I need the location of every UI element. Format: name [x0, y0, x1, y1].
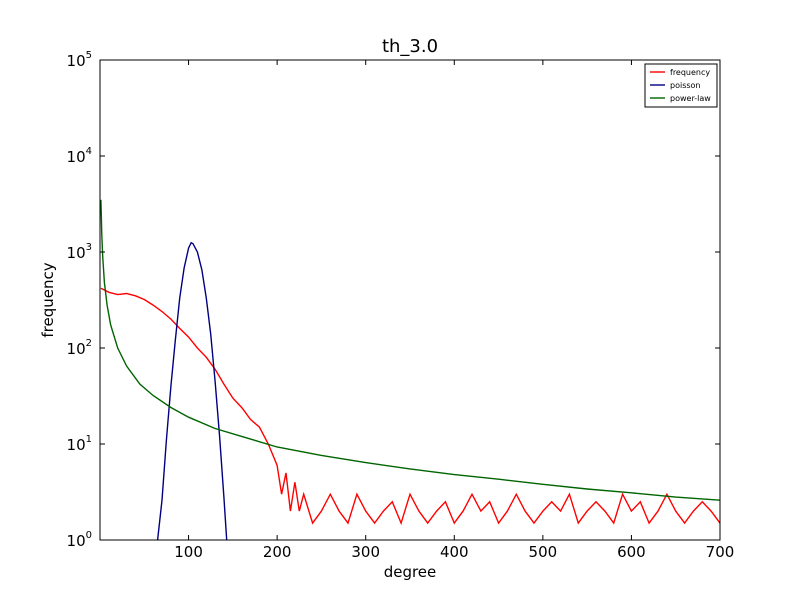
- x-tick-label: 700: [706, 543, 735, 561]
- y-axis-label: frequency: [39, 262, 57, 337]
- y-tick-exponent: 4: [86, 146, 92, 157]
- series-layer: [100, 199, 720, 540]
- y-tick-label: 105: [67, 50, 92, 70]
- chart-title: th_3.0: [382, 36, 438, 57]
- legend-label-frequency: frequency: [670, 68, 710, 77]
- series-line-power-law: [100, 199, 720, 501]
- y-tick-label: 102: [67, 338, 92, 358]
- series-line-frequency: [100, 287, 720, 526]
- y-tick-exponent: 1: [86, 434, 92, 445]
- plot-frame: [99, 59, 721, 541]
- y-tick-base: 10: [67, 148, 86, 166]
- y-tick-exponent: 5: [86, 50, 92, 61]
- y-tick-base: 10: [67, 436, 86, 454]
- y-tick-label: 104: [67, 146, 92, 166]
- y-tick-exponent: 2: [86, 338, 92, 349]
- y-tick-label: 101: [67, 434, 92, 454]
- series-line-poisson: [156, 241, 228, 540]
- y-tick-exponent: 0: [86, 530, 92, 541]
- legend-label-poisson: poisson: [670, 81, 701, 90]
- x-tick-label: 200: [263, 543, 292, 561]
- y-tick-base: 10: [67, 244, 86, 262]
- y-tick-label: 100: [67, 530, 92, 550]
- x-tick-label: 600: [617, 543, 646, 561]
- x-tick-label: 100: [174, 543, 203, 561]
- legend-label-power-law: power-law: [670, 94, 711, 103]
- y-tick-label: 103: [67, 242, 92, 262]
- y-tick-base: 10: [67, 52, 86, 70]
- x-tick-label: 300: [351, 543, 380, 561]
- x-tick-label: 500: [529, 543, 558, 561]
- x-tick-label: 400: [440, 543, 469, 561]
- y-tick-exponent: 3: [86, 242, 92, 253]
- y-tick-base: 10: [67, 532, 86, 550]
- y-tick-base: 10: [67, 340, 86, 358]
- x-axis-label: degree: [384, 563, 437, 581]
- legend: frequency poisson power-law: [644, 63, 718, 108]
